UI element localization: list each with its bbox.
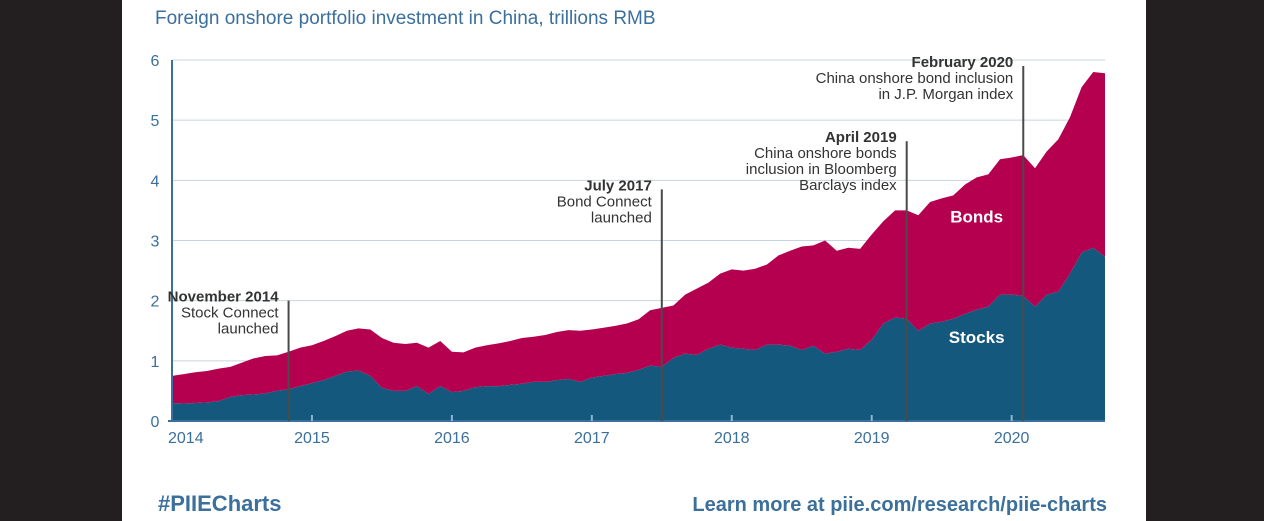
x-tick-label-2015: 2015: [294, 430, 330, 447]
annotation-title-1: November 2014: [168, 289, 280, 306]
annotation-text-3-2: inclusion in Bloomberg: [746, 161, 897, 178]
learn-more-link[interactable]: Learn more at piie.com/research/piie-cha…: [692, 494, 1107, 516]
series-label-stocks: Stocks: [949, 328, 1005, 347]
x-tick-label-2020: 2020: [994, 430, 1030, 447]
annotation-title-2: July 2017: [584, 177, 652, 194]
y-tick-label-0: 0: [151, 414, 160, 431]
x-tick-label-2017: 2017: [574, 430, 610, 447]
series-area-bonds: [172, 72, 1105, 404]
y-tick-label-3: 3: [151, 234, 160, 251]
y-tick-label-5: 5: [151, 113, 160, 130]
chart-title: Foreign onshore portfolio investment in …: [155, 8, 656, 29]
y-tick-label-4: 4: [151, 173, 160, 190]
x-tick-label-2018: 2018: [714, 430, 750, 447]
x-tick-label-2019: 2019: [854, 430, 890, 447]
y-tick-label-2: 2: [151, 294, 160, 311]
annotation-text-2-2: launched: [591, 209, 652, 226]
series-area-stocks: [172, 247, 1105, 421]
series-label-bonds: Bonds: [950, 207, 1003, 226]
annotation-text-3-1: China onshore bonds: [754, 145, 897, 162]
x-tick-label-2014: 2014: [168, 430, 204, 447]
annotation-text-4-2: in J.P. Morgan index: [878, 86, 1013, 103]
x-tick-label-2016: 2016: [434, 430, 470, 447]
annotation-text-1-2: launched: [218, 321, 279, 338]
annotation-title-3: April 2019: [825, 129, 897, 146]
annotation-text-1-1: Stock Connect: [181, 305, 279, 322]
y-tick-label-1: 1: [151, 354, 160, 371]
annotation-text-4-1: China onshore bond inclusion: [816, 70, 1014, 87]
annotation-text-2-1: Bond Connect: [557, 193, 653, 210]
annotation-text-3-3: Barclays index: [799, 177, 897, 194]
y-tick-label-6: 6: [151, 53, 160, 70]
hashtag-label: #PIIECharts: [158, 491, 282, 516]
annotation-title-4: February 2020: [912, 54, 1014, 71]
